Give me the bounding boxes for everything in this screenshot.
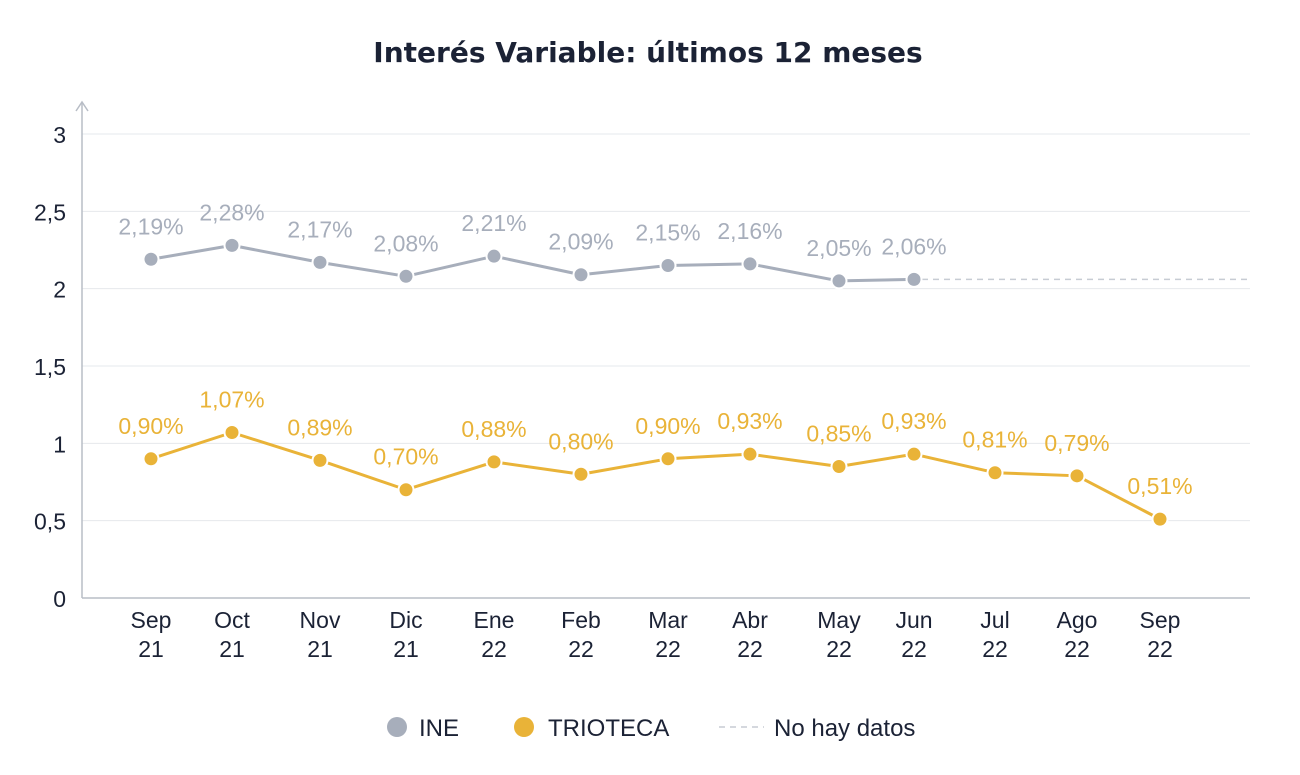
data-label-ine: 2,15% <box>635 219 700 245</box>
y-axis: 0 0,5 1 1,5 2 2,5 3 <box>34 100 89 612</box>
data-label-ine: 2,08% <box>373 230 438 256</box>
data-label-trioteca: 0,51% <box>1127 473 1192 499</box>
data-point-ine <box>311 253 329 271</box>
y-tick-label: 2,5 <box>34 199 66 225</box>
x-tick-label-year: 22 <box>982 636 1008 662</box>
y-tick-label: 0 <box>53 586 66 612</box>
data-label-trioteca: 0,88% <box>461 416 526 442</box>
series-lines <box>142 236 1250 528</box>
data-label-ine: 2,06% <box>881 233 946 259</box>
x-tick-label-month: Abr <box>732 607 768 633</box>
data-point-ine <box>223 236 241 254</box>
y-axis-arrow <box>75 100 89 112</box>
y-tick-label: 2 <box>53 277 66 303</box>
data-point-trioteca <box>741 445 759 463</box>
data-point-ine <box>572 266 590 284</box>
x-tick-label-year: 21 <box>393 636 419 662</box>
data-point-trioteca <box>830 458 848 476</box>
y-tick-label: 3 <box>53 122 66 148</box>
data-label-trioteca: 0,81% <box>962 427 1027 453</box>
data-point-trioteca <box>905 445 923 463</box>
series-line-ine <box>149 243 916 283</box>
data-label-trioteca: 0,93% <box>881 408 946 434</box>
data-label-ine: 2,16% <box>717 218 782 244</box>
x-tick-label-month: Ene <box>474 607 515 633</box>
data-point-trioteca <box>1068 467 1086 485</box>
x-axis: Sep 21 Oct 21 Nov 21 Dic 21 Ene 22 Feb 22 Mar 22 Abr 22… <box>82 597 1250 662</box>
data-point-ine <box>659 256 677 274</box>
x-tick-label-month: Sep <box>1140 607 1181 633</box>
data-label-trioteca: 0,70% <box>373 444 438 470</box>
data-point-trioteca <box>485 453 503 471</box>
data-label-trioteca: 0,89% <box>287 414 352 440</box>
data-label-ine: 2,17% <box>287 216 352 242</box>
data-point-ine <box>741 255 759 273</box>
data-point-trioteca <box>142 450 160 468</box>
x-tick-label-year: 21 <box>219 636 245 662</box>
legend-trioteca-label: TRIOTECA <box>548 715 669 742</box>
x-tick-label-month: Oct <box>214 607 250 633</box>
y-tick-label: 0,5 <box>34 509 66 535</box>
x-tick-label-month: Ago <box>1057 607 1098 633</box>
chart-title: Interés Variable: últimos 12 meses <box>373 36 922 69</box>
x-tick-label-year: 22 <box>826 636 852 662</box>
data-label-trioteca: 0,90% <box>635 413 700 439</box>
data-point-ine <box>905 270 923 288</box>
data-label-trioteca: 0,79% <box>1044 430 1109 456</box>
x-tick-label-year: 22 <box>737 636 763 662</box>
x-tick-label-month: Dic <box>389 607 422 633</box>
legend-ine-dot <box>387 717 407 737</box>
data-label-trioteca: 0,90% <box>118 413 183 439</box>
data-point-trioteca <box>1151 510 1169 528</box>
x-tick-label-month: Nov <box>300 607 341 633</box>
x-tick-label-year: 21 <box>138 636 164 662</box>
data-label-trioteca: 1,07% <box>199 387 264 413</box>
data-label-ine: 2,05% <box>806 235 871 261</box>
data-point-trioteca <box>311 451 329 469</box>
x-tick-label-year: 22 <box>481 636 507 662</box>
grid-lines <box>82 133 1250 522</box>
data-point-trioteca <box>223 424 241 442</box>
data-point-ine <box>485 247 503 265</box>
x-tick-label-year: 21 <box>307 636 333 662</box>
data-labels: 2,19% 2,28% 2,17% 2,08% 2,21% 2,09% 2,15% 2,16%… <box>118 199 1192 499</box>
data-label-ine: 2,28% <box>199 199 264 225</box>
legend: INE TRIOTECA No hay datos <box>387 715 915 742</box>
data-point-ine <box>142 250 160 268</box>
data-label-ine: 2,09% <box>548 229 613 255</box>
legend-ine-label: INE <box>419 715 459 742</box>
y-tick-label: 1,5 <box>34 354 66 380</box>
data-label-trioteca: 0,80% <box>548 428 613 454</box>
x-tick-label-year: 22 <box>901 636 927 662</box>
y-tick-label: 1 <box>53 431 66 457</box>
data-label-ine: 2,21% <box>461 210 526 236</box>
data-label-trioteca: 0,85% <box>806 421 871 447</box>
data-point-trioteca <box>572 465 590 483</box>
data-label-ine: 2,19% <box>118 213 183 239</box>
x-tick-label-month: Jul <box>980 607 1009 633</box>
legend-no-data-label: No hay datos <box>774 715 915 742</box>
x-tick-label-year: 22 <box>1064 636 1090 662</box>
x-tick-label-month: Feb <box>561 607 601 633</box>
x-tick-label-month: Sep <box>131 607 172 633</box>
data-label-trioteca: 0,93% <box>717 408 782 434</box>
x-tick-label-month: May <box>817 607 861 633</box>
x-tick-label-year: 22 <box>1147 636 1173 662</box>
x-tick-label-month: Jun <box>895 607 932 633</box>
x-tick-label-year: 22 <box>568 636 594 662</box>
data-point-ine <box>397 267 415 285</box>
data-point-trioteca <box>986 464 1004 482</box>
data-point-ine <box>830 272 848 290</box>
data-point-trioteca <box>659 450 677 468</box>
x-tick-label-month: Mar <box>648 607 688 633</box>
x-tick-label-year: 22 <box>655 636 681 662</box>
legend-trioteca-dot <box>514 717 534 737</box>
data-point-trioteca <box>397 481 415 499</box>
